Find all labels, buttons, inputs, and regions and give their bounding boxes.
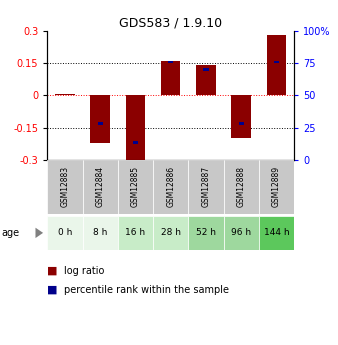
Bar [188,216,223,250]
Text: GSM12883: GSM12883 [61,166,69,207]
Title: GDS583 / 1.9.10: GDS583 / 1.9.10 [119,17,222,30]
Bar [239,122,244,125]
Bar [267,35,286,96]
Bar [161,61,180,96]
Bar [98,122,103,125]
Text: 0 h: 0 h [58,228,72,237]
Bar [232,96,251,138]
Bar [118,160,153,214]
Bar [196,66,216,96]
Text: age: age [2,228,20,238]
Bar [223,160,259,214]
Bar [47,216,82,250]
Text: GSM12889: GSM12889 [272,166,281,207]
Polygon shape [35,228,43,238]
Text: 16 h: 16 h [125,228,145,237]
Text: 96 h: 96 h [231,228,251,237]
Text: ■: ■ [47,266,58,276]
Text: GSM12885: GSM12885 [131,166,140,207]
Bar [223,216,259,250]
Bar [153,160,188,214]
Text: 52 h: 52 h [196,228,216,237]
Text: log ratio: log ratio [64,266,104,276]
Bar [91,96,110,142]
Bar [55,95,75,96]
Bar [82,216,118,250]
Text: 144 h: 144 h [264,228,289,237]
Text: ■: ■ [47,285,58,295]
Text: GSM12887: GSM12887 [201,166,211,207]
Bar [133,141,138,144]
Bar [126,96,145,160]
Text: percentile rank within the sample: percentile rank within the sample [64,285,229,295]
Text: GSM12884: GSM12884 [96,166,105,207]
Bar [153,216,188,250]
Bar [188,160,223,214]
Bar [203,68,209,71]
Bar [168,61,173,63]
Bar [118,216,153,250]
Bar [259,216,294,250]
Text: GSM12886: GSM12886 [166,166,175,207]
Text: GSM12888: GSM12888 [237,166,246,207]
Text: 8 h: 8 h [93,228,107,237]
Text: 28 h: 28 h [161,228,181,237]
Bar [47,160,82,214]
Bar [82,160,118,214]
Bar [259,160,294,214]
Bar [274,61,279,63]
